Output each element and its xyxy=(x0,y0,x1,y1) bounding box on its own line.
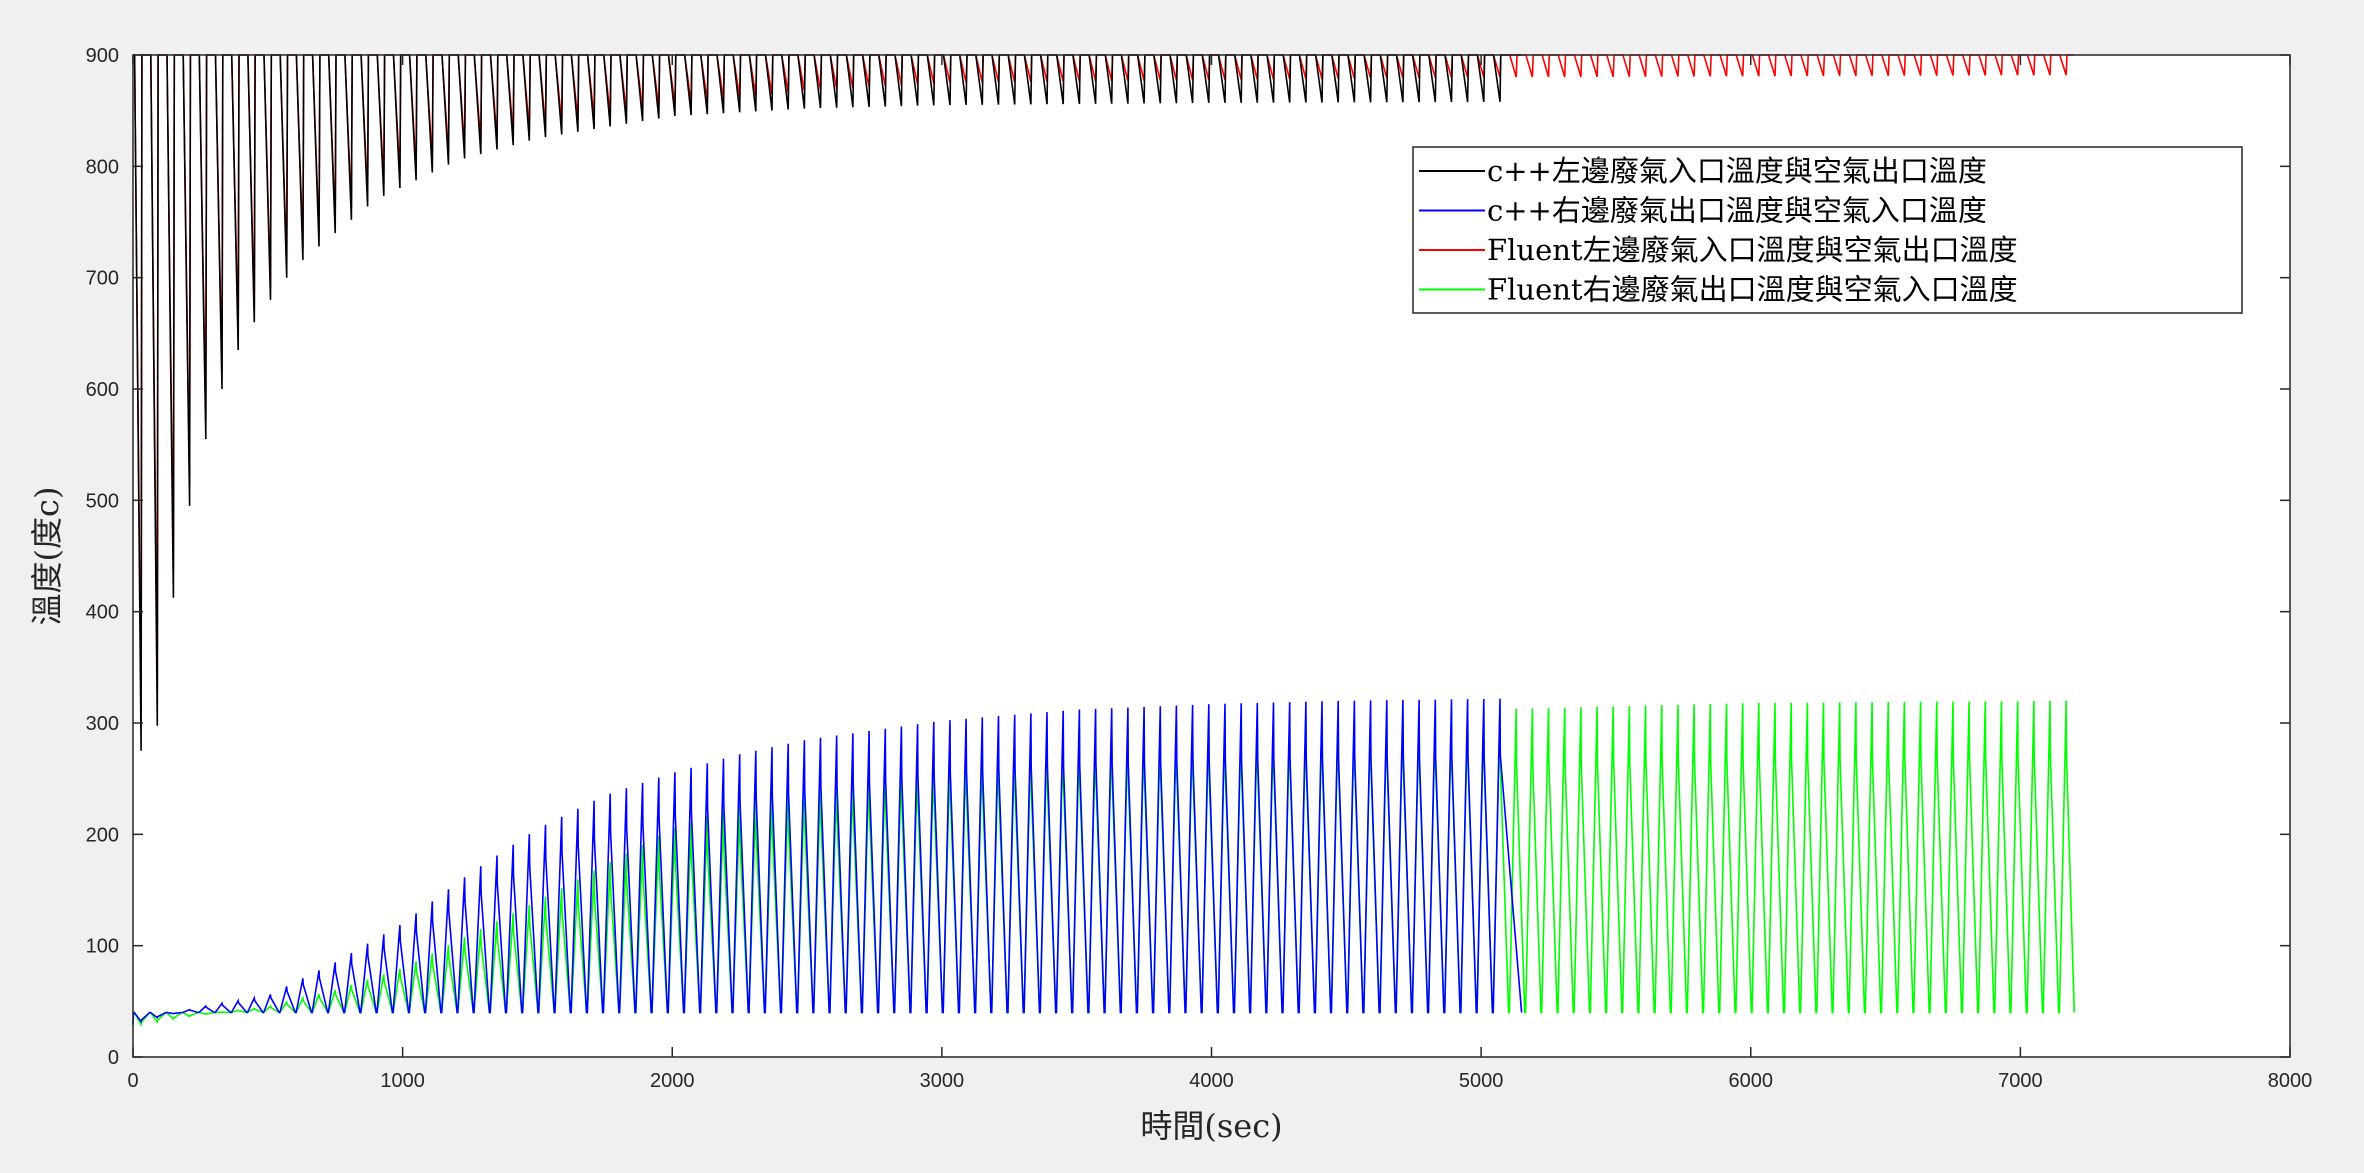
x-tick-label: 6000 xyxy=(1729,1070,1774,1092)
x-tick-label: 7000 xyxy=(1998,1070,2043,1092)
y-tick-label: 500 xyxy=(86,490,119,512)
legend-label: c++左邊廢氣入口溫度與空氣出口溫度 xyxy=(1487,154,1987,188)
y-tick-label: 100 xyxy=(86,936,119,958)
legend-label: c++右邊廢氣出口溫度與空氣入口溫度 xyxy=(1487,194,1987,228)
legend-label: Fluent左邊廢氣入口溫度與空氣出口溫度 xyxy=(1487,233,2018,267)
y-tick-label: 400 xyxy=(86,602,119,624)
y-tick-label: 800 xyxy=(86,156,119,178)
y-tick-label: 200 xyxy=(86,824,119,846)
y-tick-label: 700 xyxy=(86,268,119,290)
y-tick-label: 0 xyxy=(108,1047,119,1069)
series-line xyxy=(132,698,1523,1024)
x-tick-label: 4000 xyxy=(1189,1070,1234,1092)
x-tick-label: 0 xyxy=(127,1070,138,1092)
x-tick-label: 8000 xyxy=(2268,1070,2313,1092)
y-tick-label: 900 xyxy=(86,45,119,67)
legend-entry: Fluent右邊廢氣出口溫度與空氣入口溫度 xyxy=(1419,273,2018,307)
x-tick-label: 1000 xyxy=(380,1070,425,1092)
legend-entry: Fluent左邊廢氣入口溫度與空氣出口溫度 xyxy=(1419,233,2018,267)
legend-box xyxy=(1412,146,2243,314)
legend: c++左邊廢氣入口溫度與空氣出口溫度 c++右邊廢氣出口溫度與空氣入口溫度 Fl… xyxy=(1412,146,2243,314)
y-axis-label: 溫度(度c) xyxy=(28,487,66,626)
y-tick-label: 300 xyxy=(86,713,119,735)
ticks-layer: 0 1000 2000 3000 4000 5000 6000 7000 8000 0 100 200… xyxy=(86,45,2313,1092)
y-tick-label: 600 xyxy=(86,379,119,401)
x-tick-label: 5000 xyxy=(1459,1070,1504,1092)
x-tick-label: 3000 xyxy=(920,1070,965,1092)
x-tick-label: 2000 xyxy=(650,1070,695,1092)
legend-label: Fluent右邊廢氣出口溫度與空氣入口溫度 xyxy=(1487,273,2018,307)
legend-entry: c++左邊廢氣入口溫度與空氣出口溫度 xyxy=(1419,154,1987,188)
x-axis-label: 時間(sec) xyxy=(1140,1107,1282,1145)
legend-entry: c++右邊廢氣出口溫度與空氣入口溫度 xyxy=(1419,194,1987,228)
